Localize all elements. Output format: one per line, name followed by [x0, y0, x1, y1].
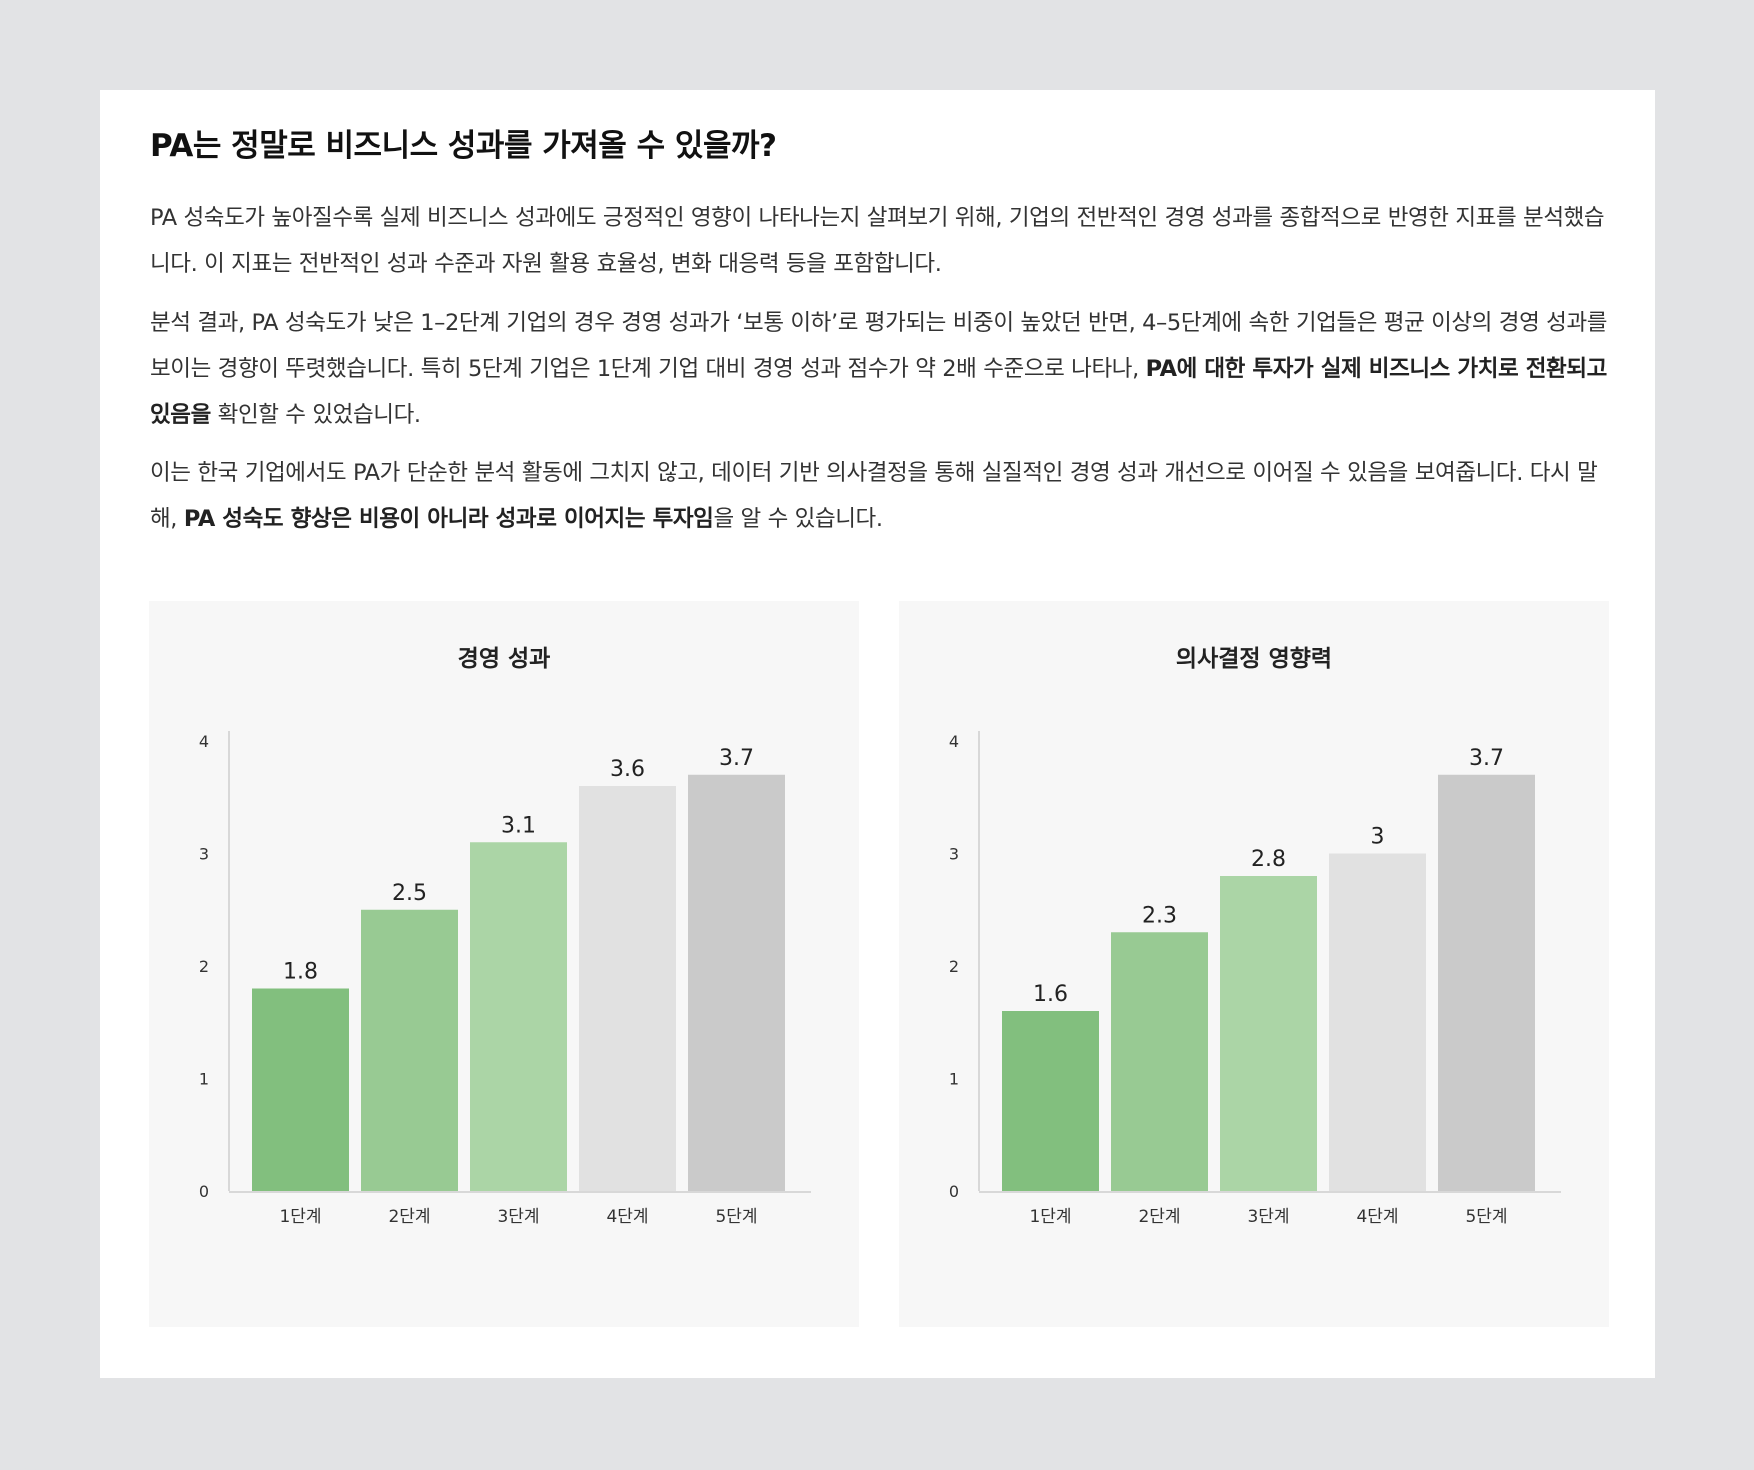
chart-title: 경영 성과 [457, 646, 551, 672]
x-tick-label: 2단계 [388, 1207, 430, 1227]
bar-value-label: 1.6 [1033, 982, 1068, 1007]
article-title: PA는 정말로 비즈니스 성과를 가져올 수 있을까? [150, 128, 777, 164]
bar [252, 988, 349, 1191]
x-tick-label: 3단계 [497, 1207, 539, 1227]
bar [579, 786, 676, 1191]
x-tick-label: 1단계 [1029, 1207, 1071, 1227]
x-tick-label: 3단계 [1247, 1207, 1289, 1227]
bar [1329, 853, 1426, 1191]
chart-title: 의사결정 영향력 [1175, 646, 1333, 672]
bar-value-label: 3.7 [1469, 746, 1504, 771]
y-tick-label: 4 [949, 732, 959, 751]
y-tick-label: 3 [199, 845, 209, 864]
chart-panel-decision-influence: 의사결정 영향력 0 1 2 3 4 1.6 1단계 2.3 2단계 2.8 3단계 3 4단계 3.7 5… [899, 601, 1609, 1327]
article-card: PA는 정말로 비즈니스 성과를 가져올 수 있을까? PA 성숙도가 높아질수… [100, 90, 1655, 1378]
x-tick-label: 2단계 [1138, 1207, 1180, 1227]
paragraph-1: PA 성숙도가 높아질수록 실제 비즈니스 성과에도 긍정적인 영향이 나타나는… [150, 205, 1605, 277]
bar [1111, 932, 1208, 1191]
y-tick-label: 4 [199, 732, 209, 751]
bar-value-label: 3.7 [719, 746, 754, 771]
paragraph-3-end: 을 알 수 있습니다. [713, 506, 884, 532]
bar [1438, 774, 1535, 1191]
chart-panel-management-performance: 경영 성과 0 1 2 3 4 1.8 1단계 2.5 2단계 3.1 3단계 3.6 4단계 3.7 5단… [149, 601, 859, 1327]
chart-decision-influence: 0 1 2 3 4 1.6 1단계 2.3 2단계 2.8 3단계 3 4단계 3.7 5단계 [949, 731, 1561, 1227]
chart-management-performance: 0 1 2 3 4 1.8 1단계 2.5 2단계 3.1 3단계 3.6 4단계 3.7 5단계 [199, 731, 811, 1227]
y-tick-label: 0 [949, 1182, 959, 1201]
x-tick-label: 5단계 [1465, 1207, 1507, 1227]
y-tick-label: 2 [949, 957, 959, 976]
bar-value-label: 3.1 [501, 813, 536, 838]
paragraph-3-text: 이는 한국 기업에서도 PA가 단순한 분석 활동에 그치지 않고, 데이터 기… [150, 460, 1598, 532]
y-tick-label: 0 [199, 1182, 209, 1201]
bar [1002, 1011, 1099, 1191]
y-tick-label: 3 [949, 845, 959, 864]
x-tick-label: 4단계 [1356, 1207, 1398, 1227]
paragraph-3-emphasis: PA 성숙도 향상은 비용이 아니라 성과로 이어지는 투자임 [183, 506, 714, 532]
paragraph-2-end: 확인할 수 있었습니다. [210, 402, 421, 428]
x-tick-label: 5단계 [715, 1207, 757, 1227]
x-tick-label: 1단계 [279, 1207, 321, 1227]
bar [361, 909, 458, 1191]
bar-value-label: 2.8 [1251, 847, 1286, 872]
bar-value-label: 1.8 [283, 960, 318, 985]
x-tick-label: 4단계 [606, 1207, 648, 1227]
bar-value-label: 3 [1371, 825, 1385, 850]
bar [1220, 876, 1317, 1191]
y-tick-label: 1 [199, 1070, 209, 1089]
bar-value-label: 2.3 [1142, 903, 1177, 928]
bar [470, 842, 567, 1191]
paragraph-2-text: 분석 결과, PA 성숙도가 낮은 1–2단계 기업의 경우 경영 성과가 ‘보… [150, 310, 1608, 382]
paragraph-2-emphasis: PA에 대한 투자가 실제 비즈니스 가치로 전환되고 있음을 [150, 356, 1607, 428]
y-tick-label: 1 [949, 1070, 959, 1089]
bar [688, 774, 785, 1191]
y-tick-label: 2 [199, 957, 209, 976]
bar-value-label: 3.6 [610, 757, 645, 782]
bar-value-label: 2.5 [392, 881, 427, 906]
paragraph-2: 분석 결과, PA 성숙도가 낮은 1–2단계 기업의 경우 경영 성과가 ‘보… [150, 300, 1610, 438]
paragraph-3: 이는 한국 기업에서도 PA가 단순한 분석 활동에 그치지 않고, 데이터 기… [150, 450, 1610, 542]
